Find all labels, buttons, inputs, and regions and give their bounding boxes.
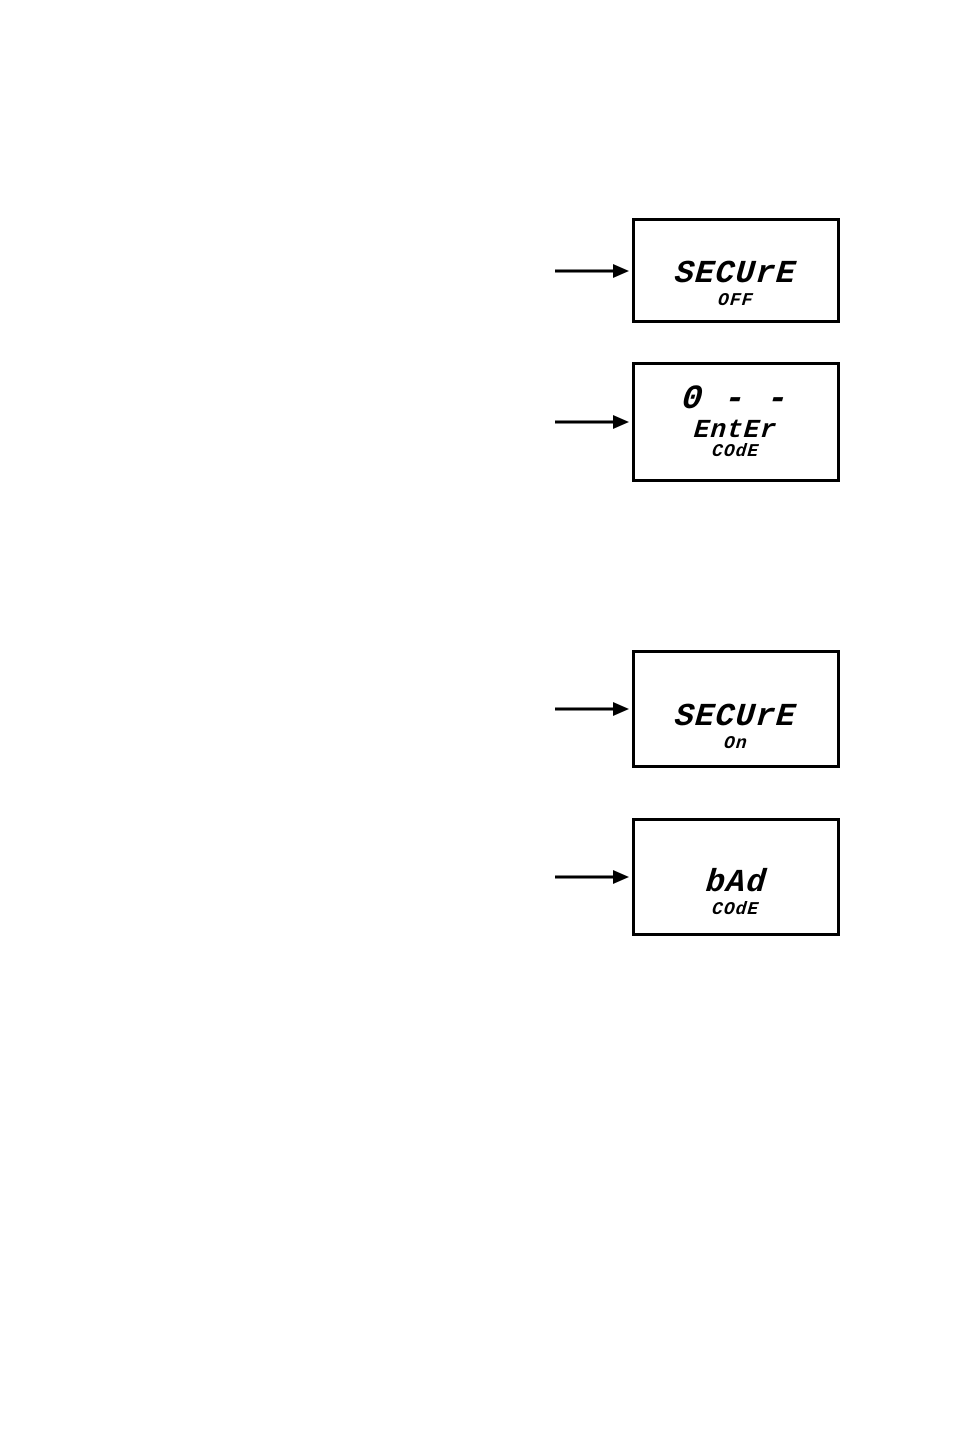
arrow-icon: [555, 270, 620, 272]
display-secure-off: SECUrE OFF: [555, 218, 840, 323]
display-enter-code: 0 - - EntEr COdE: [555, 362, 840, 482]
lcd-line-1: SECUrE: [674, 701, 798, 733]
lcd-box: bAd COdE: [632, 818, 840, 936]
arrow-icon: [555, 421, 620, 423]
lcd-line-2: On: [723, 735, 748, 753]
lcd-box: 0 - - EntEr COdE: [632, 362, 840, 482]
lcd-line-1: SECUrE: [674, 258, 798, 290]
lcd-box: SECUrE OFF: [632, 218, 840, 323]
lcd-line-2: COdE: [712, 901, 761, 919]
display-secure-on: SECUrE On: [555, 650, 840, 768]
lcd-line-3: COdE: [712, 443, 761, 461]
display-bad-code: bAd COdE: [555, 818, 840, 936]
lcd-line-2: OFF: [718, 292, 755, 310]
lcd-line-1: 0 - -: [681, 383, 791, 417]
lcd-line-1: bAd: [704, 867, 767, 899]
lcd-line-2: EntEr: [693, 417, 778, 443]
arrow-icon: [555, 876, 620, 878]
arrow-icon: [555, 708, 620, 710]
lcd-box: SECUrE On: [632, 650, 840, 768]
